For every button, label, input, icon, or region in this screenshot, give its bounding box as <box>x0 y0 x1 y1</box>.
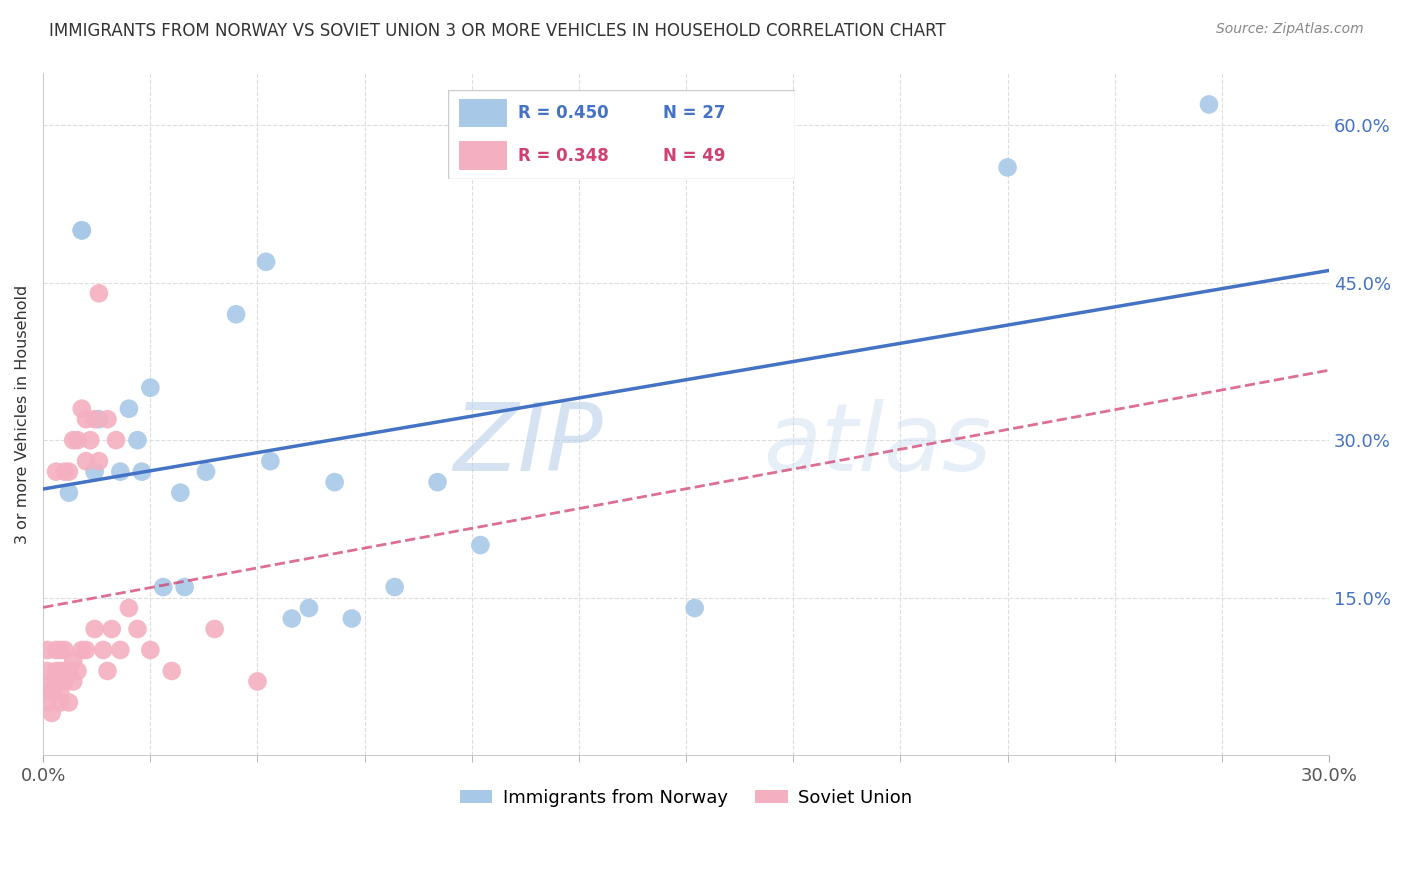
Text: ZIP: ZIP <box>453 399 603 490</box>
Point <box>45 465 67 479</box>
Point <box>49 643 72 657</box>
Point <box>37 685 59 699</box>
Point <box>169 485 191 500</box>
Point <box>62 653 84 667</box>
Text: Source: ZipAtlas.com: Source: ZipAtlas.com <box>1216 22 1364 37</box>
Point <box>37 643 59 657</box>
Point <box>37 695 59 709</box>
Point <box>62 433 84 447</box>
Point <box>41 674 63 689</box>
Point <box>75 643 97 657</box>
Point <box>58 465 80 479</box>
Text: IMMIGRANTS FROM NORWAY VS SOVIET UNION 3 OR MORE VEHICLES IN HOUSEHOLD CORRELATI: IMMIGRANTS FROM NORWAY VS SOVIET UNION 3… <box>49 22 946 40</box>
Point <box>75 454 97 468</box>
Point <box>1198 97 1220 112</box>
Point <box>110 465 132 479</box>
Point <box>79 433 101 447</box>
Point <box>426 475 449 490</box>
Point <box>160 664 183 678</box>
Point <box>470 538 492 552</box>
Point <box>58 485 80 500</box>
Point <box>70 643 93 657</box>
Point <box>96 664 118 678</box>
Point <box>127 622 149 636</box>
Point <box>83 465 105 479</box>
Point <box>49 685 72 699</box>
Point <box>139 381 162 395</box>
Point <box>49 695 72 709</box>
Point <box>96 412 118 426</box>
Point <box>87 454 110 468</box>
Point <box>37 664 59 678</box>
Point <box>683 601 706 615</box>
Point <box>83 622 105 636</box>
Point <box>41 685 63 699</box>
Point <box>254 255 277 269</box>
Point <box>66 433 89 447</box>
Point <box>131 465 153 479</box>
Point <box>173 580 195 594</box>
Point <box>70 223 93 237</box>
Point <box>127 433 149 447</box>
Point <box>91 643 114 657</box>
Point <box>139 643 162 657</box>
Point <box>118 401 141 416</box>
Point <box>45 643 67 657</box>
Point <box>246 674 269 689</box>
Point <box>100 622 122 636</box>
Point <box>87 286 110 301</box>
Point <box>204 622 226 636</box>
Point <box>83 412 105 426</box>
Point <box>195 465 218 479</box>
Point <box>118 601 141 615</box>
Point <box>66 664 89 678</box>
Point <box>53 643 76 657</box>
Point <box>45 664 67 678</box>
Point <box>281 611 304 625</box>
Point <box>384 580 406 594</box>
Point <box>70 223 93 237</box>
Point <box>58 695 80 709</box>
Point <box>259 454 281 468</box>
Point <box>45 674 67 689</box>
Point <box>75 412 97 426</box>
Point <box>53 674 76 689</box>
Point <box>152 580 174 594</box>
Y-axis label: 3 or more Vehicles in Household: 3 or more Vehicles in Household <box>15 285 30 543</box>
Point <box>58 664 80 678</box>
Legend: Immigrants from Norway, Soviet Union: Immigrants from Norway, Soviet Union <box>453 781 920 814</box>
Text: atlas: atlas <box>763 399 991 490</box>
Point <box>997 161 1019 175</box>
Point <box>323 475 346 490</box>
Point <box>70 401 93 416</box>
Point <box>298 601 321 615</box>
Point <box>49 664 72 678</box>
Point <box>110 643 132 657</box>
Point <box>53 465 76 479</box>
Point <box>87 412 110 426</box>
Point <box>62 674 84 689</box>
Point <box>41 706 63 720</box>
Point <box>340 611 363 625</box>
Point <box>53 664 76 678</box>
Point <box>105 433 128 447</box>
Point <box>225 307 247 321</box>
